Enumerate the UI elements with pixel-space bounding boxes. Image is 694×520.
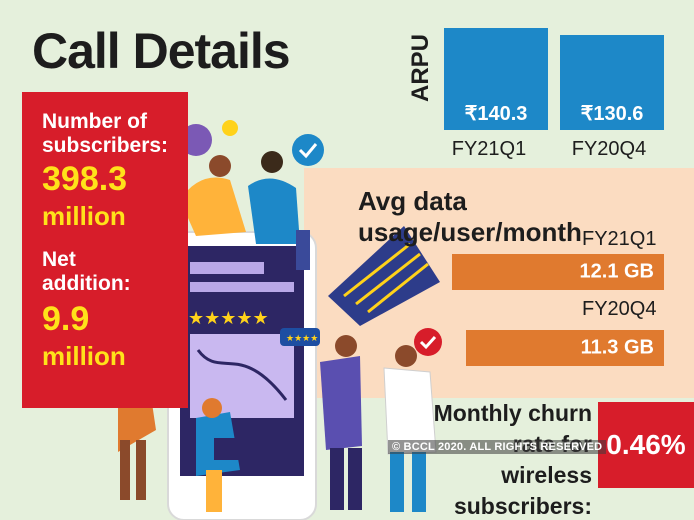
churn-value-box: 0.46% xyxy=(598,402,694,488)
svg-text:★★★★★: ★★★★★ xyxy=(188,308,269,329)
banner-shape xyxy=(328,226,440,326)
arpu-bar-value: ₹140.3 xyxy=(464,103,528,125)
data-usage-title: Avg data usage/user/month xyxy=(358,186,582,247)
data-usage-bar: 11.3 GB xyxy=(466,330,664,366)
svg-text:★★★★: ★★★★ xyxy=(286,334,318,344)
arpu-bar-value: ₹130.6 xyxy=(580,103,644,125)
like-icon xyxy=(180,124,212,156)
data-usage-quarter-2: FY20Q4 xyxy=(582,298,657,320)
screen-bar-2 xyxy=(190,282,294,292)
person-sitting-left xyxy=(180,177,246,236)
person-sitting-right xyxy=(248,178,300,244)
subscribers-label: Number of subscribers: xyxy=(42,110,169,157)
arpu-bar: ₹130.6 xyxy=(560,35,664,130)
churn-label: Monthly churn rate for wireless subscrib… xyxy=(433,400,592,519)
arpu-quarter-2: FY20Q4 xyxy=(571,138,647,160)
review-bubble-icon xyxy=(280,328,320,346)
net-addition-value: 9.9 xyxy=(42,300,90,338)
churn-value: 0.46% xyxy=(606,429,686,460)
arpu-label: ARPU xyxy=(407,33,434,103)
check-bubble-2-icon xyxy=(414,328,442,356)
check-bubble-icon xyxy=(292,134,324,166)
data-usage-bar-value: 12.1 GB xyxy=(579,260,654,283)
net-addition-unit: million xyxy=(42,341,126,371)
data-usage-bar-value: 11.3 GB xyxy=(580,336,654,359)
net-addition-label: Net addition: xyxy=(42,248,131,295)
rating-stars-icon: ★★★★★ xyxy=(188,308,269,329)
subscribers-panel: Number of subscribers: 398.3 million Net… xyxy=(22,92,188,408)
page-title: Call Details xyxy=(32,23,291,79)
copyright-credit: © BCCL 2020. ALL RIGHTS RESERVED xyxy=(388,440,607,454)
man-right xyxy=(320,356,362,450)
screen-bar-1 xyxy=(190,262,264,274)
data-usage-quarter-1: FY21Q1 xyxy=(582,228,657,250)
arpu-quarter-1: FY21Q1 xyxy=(451,138,527,160)
subscribers-unit: million xyxy=(42,201,126,231)
data-usage-bar: 12.1 GB xyxy=(452,254,664,290)
subscribers-value: 398.3 xyxy=(42,160,128,198)
arpu-bar: ₹140.3 xyxy=(444,28,548,130)
